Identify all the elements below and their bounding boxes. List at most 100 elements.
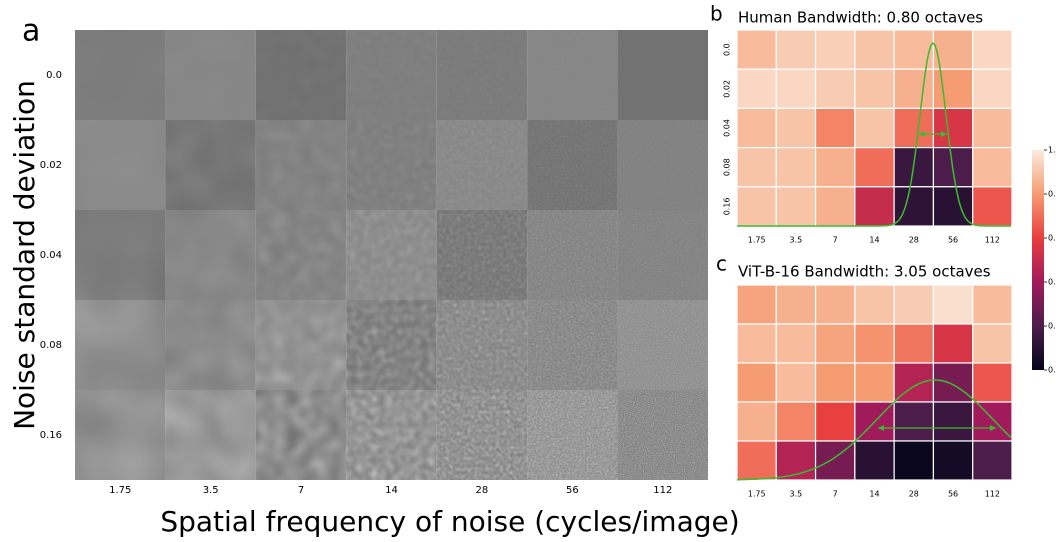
column-label: 28 [909,490,919,499]
colorbar-label: 0.8 [1048,190,1056,199]
noise-overlay [346,210,437,300]
heat-cell [736,401,777,442]
panel-letter: c [716,252,727,276]
heat-cell [932,107,974,149]
heat-cell [972,147,1013,188]
noise-overlay [527,120,618,210]
colorbar-label: 0.0 [1048,366,1056,375]
tuning-curve [737,41,1011,227]
heat-cell [854,284,895,325]
heat-cell [814,323,856,364]
heat-cell [814,362,856,403]
noise-overlay [436,300,528,390]
arrow-head [919,131,947,137]
heat-cell [736,362,777,403]
heat-cell [893,323,935,364]
row-label: 0.04 [723,119,732,137]
heat-cell [775,68,817,109]
noise-overlay [436,30,528,120]
row-label: 0.16 [723,197,732,215]
column-label: 7 [298,485,304,496]
noise-overlay [255,300,347,390]
panel-letter: b [710,2,723,26]
noise-overlay [617,210,708,300]
noise-overlay [255,210,347,300]
heat-cell [932,68,974,109]
column-label: 14 [869,490,879,499]
noise-overlay [346,390,437,480]
heat-cell [814,107,856,149]
heat-cell [775,29,817,70]
noise-overlay [75,120,166,210]
noise-overlay [617,30,708,120]
heat-cell [775,147,817,188]
heat-cell [893,68,935,109]
noise-overlay [617,390,708,480]
noise-overlay [346,300,437,390]
row-label: 0.0 [46,70,62,81]
column-label: 56 [948,490,958,499]
colorbar-label: 0.2 [1048,322,1056,331]
heat-cell [972,440,1013,481]
heat-cell [972,107,1013,149]
heat-cell [775,362,817,403]
heat-cell [854,323,895,364]
column-label: 1.75 [109,485,131,496]
noise-overlay [165,210,256,300]
axis-title: Spatial frequency of noise (cycles/image… [160,505,739,538]
noise-overlay [165,300,256,390]
noise-overlay [346,30,437,120]
column-label: 112 [653,485,672,496]
colorbar [1032,150,1044,370]
noise-overlay [617,120,708,210]
row-label: 0.0 [723,43,732,56]
heat-cell [932,323,974,364]
heat-cell [854,29,895,70]
heat-cell [932,362,974,403]
noise-overlay [346,120,437,210]
heat-cell [736,147,777,188]
column-label: 28 [909,236,919,245]
colorbar-label: 0.4 [1048,278,1056,287]
heat-cell [972,68,1013,109]
column-label: 112 [985,236,1000,245]
noise-overlay [436,390,528,480]
bandwidth-overlay [737,41,1012,481]
row-label: 0.08 [723,158,732,176]
column-label: 3.5 [203,485,219,496]
noise-overlay [527,30,618,120]
heat-cell [972,401,1013,442]
row-label: 0.04 [40,250,62,261]
row-label: 0.02 [723,80,732,98]
panel-letter: a [22,14,40,49]
heat-cell [736,29,777,70]
heat-cell [893,107,935,149]
heat-cell [775,401,817,442]
row-label: 0.02 [40,160,62,171]
heat-cell [972,323,1013,364]
column-label: 3.5 [790,490,803,499]
noise-overlay [255,120,347,210]
row-label: 0.08 [40,340,62,351]
heat-cell [775,284,817,325]
column-label: 28 [476,485,489,496]
heatmap-title: ViT-B-16 Bandwidth: 3.05 octaves [738,263,991,281]
column-label: 14 [869,236,879,245]
column-label: 112 [985,490,1000,499]
heat-cell [736,323,777,364]
column-label: 3.5 [790,236,803,245]
colorbar-label: 0.6 [1048,234,1056,243]
noise-overlay [436,210,528,300]
heat-cell [893,29,935,70]
heat-cell [972,362,1013,403]
heat-cell [814,186,856,227]
heat-cell [814,68,856,109]
heat-cell [893,186,935,227]
noise-overlay [617,300,708,390]
noise-overlay [527,300,618,390]
heat-cell [972,284,1013,325]
heatmap [736,284,1013,481]
noise-overlay [527,390,618,480]
heat-cell [893,440,935,481]
